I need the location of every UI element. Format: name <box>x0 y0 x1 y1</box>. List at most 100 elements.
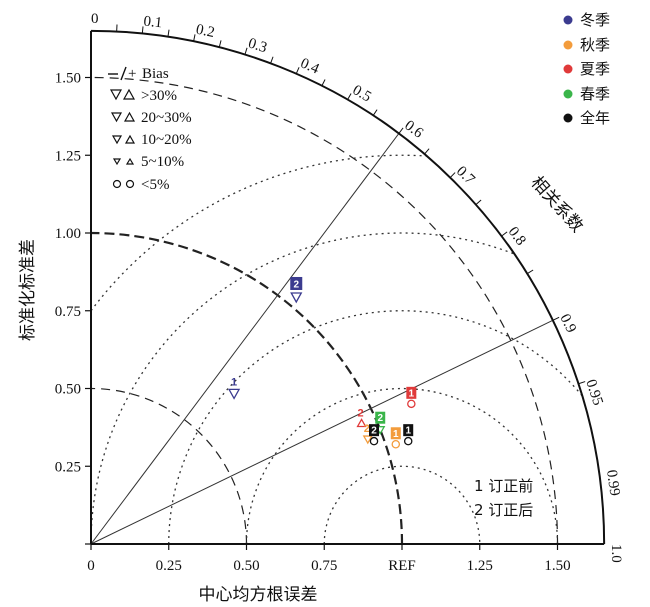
point-6-label: 2 <box>371 426 377 437</box>
point-4-label: 2 <box>377 413 383 424</box>
point-1-label: 1 <box>231 376 237 388</box>
point-1-tri-down-icon <box>227 388 241 400</box>
corr-tick-mark-14 <box>449 172 456 178</box>
corr-tick-mark-5 <box>218 40 222 48</box>
y-tick-label-4: 1.00 <box>55 226 81 242</box>
corr-tick-mark-12 <box>398 127 404 134</box>
point-3-tri-up-icon <box>356 418 367 428</box>
corr-tick-mark-2 <box>141 26 144 34</box>
point-8-badge <box>403 424 414 437</box>
point-2: 1 <box>406 386 417 409</box>
rms-contour-3 <box>90 232 515 545</box>
legend-dot-autumn <box>563 40 573 50</box>
bias-level-2-down-icon <box>110 112 123 123</box>
corr-tick-label-3: 0.3 <box>246 35 269 56</box>
note-after-correction: 2 订正后 <box>474 501 533 519</box>
bias-level-5-label: <5% <box>141 177 169 193</box>
corr-ray-0 <box>90 133 400 545</box>
note-before-correction: 1 订正前 <box>474 477 533 495</box>
bias-level-5-circle-a-icon <box>112 179 122 189</box>
legend-label-winter: 冬季 <box>580 11 610 29</box>
corr-tick-label-0: 0 <box>91 11 99 27</box>
x-tick-label-6: 1.50 <box>544 558 570 574</box>
point-0: 2 <box>290 276 303 304</box>
bias-level-1-down-icon <box>109 89 123 101</box>
corr-tick-mark-17 <box>526 269 534 275</box>
point-8-label: 1 <box>405 426 411 437</box>
season-legend: 冬季 秋季 夏季 春季 全年 <box>563 11 610 127</box>
point-5-label: 2 <box>364 423 370 435</box>
y-tick-label-3: 0.75 <box>55 304 81 320</box>
legend-dot-spring <box>563 89 573 99</box>
x-tick-label-2: 0.50 <box>233 558 259 574</box>
corr-tick-mark-8 <box>295 67 300 74</box>
y-tick-label-1: 0.25 <box>55 459 81 475</box>
x-axis-title: 中心均方根误差 <box>199 585 318 605</box>
bias-level-2-label: 20~30% <box>141 110 192 126</box>
point-3: 2 <box>356 407 367 428</box>
corr-tick-label-2: 0.2 <box>194 22 216 41</box>
corr-tick-mark-9 <box>321 79 326 86</box>
bias-level-3-label: 10~20% <box>141 132 192 148</box>
corr-tick-label-9: 0.9 <box>556 312 579 336</box>
corr-tick-label-1: 0.1 <box>143 14 163 32</box>
corr-tick-mark-11 <box>372 109 378 116</box>
point-7-label: 1 <box>393 429 399 440</box>
corr-tick-mark-13 <box>424 148 430 155</box>
y-axis-title: 标准化标准差 <box>18 239 38 341</box>
std-arc-0 <box>90 387 248 545</box>
bias-legend-title: Bias <box>142 66 169 82</box>
bias-level-3-up-icon <box>124 134 136 144</box>
legend-label-spring: 春季 <box>580 85 610 103</box>
y-tick-label-6: 1.50 <box>55 71 81 87</box>
corr-tick-mark-15 <box>475 199 482 205</box>
x-tick-label-4: REF <box>388 558 416 574</box>
corr-tick-label-4: 0.4 <box>298 55 322 77</box>
point-0-badge <box>290 276 303 290</box>
legend-dot-annual <box>563 113 573 123</box>
point-5: 2 <box>362 423 373 445</box>
corr-tick-mark-18 <box>552 316 560 321</box>
point-7: 1 <box>390 427 401 449</box>
point-4-badge <box>375 411 386 424</box>
point-8: 1 <box>403 424 414 446</box>
corr-tick-mark-3 <box>167 29 170 37</box>
corr-ray-1 <box>90 319 554 545</box>
corr-tick-label-11: 0.99 <box>603 469 623 497</box>
point-2-circle-icon <box>407 399 416 409</box>
y-tick-label-2: 0.50 <box>55 382 81 398</box>
bias-level-4-up-icon <box>125 157 135 165</box>
rms-contour-4 <box>90 154 427 312</box>
legend-dot-summer <box>563 64 573 74</box>
y-tick-label-5: 1.25 <box>55 148 81 164</box>
correlation-axis-title: 相关系数 <box>527 173 587 237</box>
corr-tick-mark-4 <box>193 34 196 42</box>
legend-dot-winter <box>563 15 573 25</box>
bias-level-5-circle-b-icon <box>125 179 135 189</box>
point-6-circle-icon <box>369 436 379 446</box>
point-6: 2 <box>369 424 380 446</box>
point-0-label: 2 <box>293 279 299 290</box>
point-6-badge <box>369 424 380 437</box>
bias-legend: + Bias >30% 20~30% 10~20% 5~10% <5% <box>108 66 192 193</box>
corr-tick-mark-19 <box>578 381 586 385</box>
x-tick-label-5: 1.25 <box>467 558 493 574</box>
point-0-tri-down-icon <box>290 292 303 304</box>
bias-level-1-label: >30% <box>141 88 177 104</box>
bias-level-2-up-icon <box>123 111 136 122</box>
point-1: 1 <box>227 376 241 400</box>
legend-label-summer: 夏季 <box>580 60 610 78</box>
bias-level-1-up-icon <box>122 88 136 100</box>
bias-plus-sign: + <box>128 66 136 82</box>
point-3-label: 2 <box>358 407 364 419</box>
corr-tick-label-10: 0.95 <box>582 378 605 408</box>
legend-label-autumn: 秋季 <box>580 36 610 54</box>
corr-tick-mark-7 <box>270 56 274 64</box>
std-arc-1 <box>90 76 559 545</box>
axis-layer: 0.250.500.751.001.251.500 0.25 0.50 0.75 REF… <box>55 11 624 574</box>
corr-tick-mark-10 <box>347 93 352 100</box>
grid-layer <box>90 76 583 545</box>
corr-tick-mark-6 <box>244 47 248 55</box>
